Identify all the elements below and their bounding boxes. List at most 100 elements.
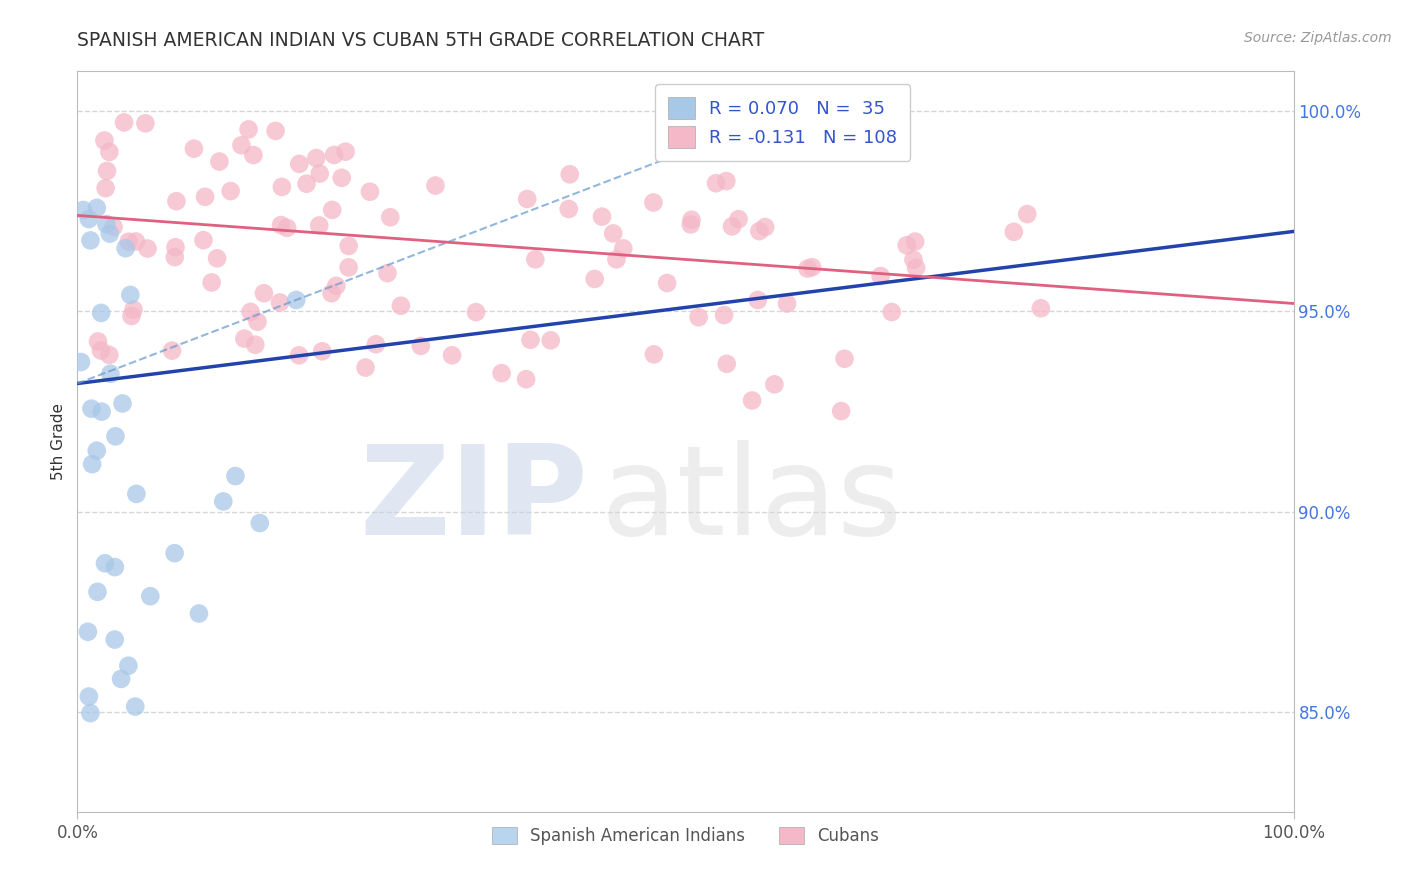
Point: [491, 366, 513, 380]
Point: [253, 286, 276, 301]
Point: [311, 344, 333, 359]
Point: [295, 177, 318, 191]
Point: [90, 343, 112, 358]
Point: [688, 310, 710, 325]
Point: [321, 286, 343, 301]
Point: [112, 115, 135, 129]
Point: [796, 261, 818, 276]
Point: [583, 272, 606, 286]
Point: [1017, 207, 1039, 221]
Point: [754, 220, 776, 235]
Point: [643, 195, 665, 210]
Point: [612, 242, 634, 256]
Point: [524, 252, 547, 267]
Point: [896, 238, 918, 252]
Point: [716, 174, 738, 188]
Point: [77, 690, 100, 704]
Point: [441, 348, 464, 362]
Point: [904, 235, 927, 249]
Point: [205, 252, 228, 266]
Point: [87, 334, 110, 349]
Point: [98, 227, 121, 241]
Point: [246, 315, 269, 329]
Point: [308, 167, 330, 181]
Point: [270, 218, 292, 232]
Point: [249, 516, 271, 530]
Point: [834, 351, 856, 366]
Point: [77, 624, 100, 639]
Point: [79, 234, 101, 248]
Point: [516, 192, 538, 206]
Point: [1002, 225, 1025, 239]
Point: [605, 252, 627, 267]
Text: Source: ZipAtlas.com: Source: ZipAtlas.com: [1244, 31, 1392, 45]
Point: [540, 334, 562, 348]
Point: [321, 202, 343, 217]
Point: [242, 148, 264, 162]
Point: [643, 347, 665, 361]
Point: [364, 337, 387, 351]
Point: [903, 252, 925, 267]
Point: [354, 360, 377, 375]
Point: [655, 276, 678, 290]
Point: [219, 184, 242, 198]
Point: [111, 396, 134, 410]
Text: atlas: atlas: [600, 441, 903, 561]
Point: [681, 212, 703, 227]
Point: [704, 176, 727, 190]
Text: ZIP: ZIP: [360, 441, 588, 561]
Point: [747, 293, 769, 307]
Point: [335, 145, 357, 159]
Point: [905, 260, 928, 275]
Point: [238, 122, 260, 136]
Point: [100, 367, 122, 381]
Point: [77, 212, 100, 227]
Point: [124, 699, 146, 714]
Text: SPANISH AMERICAN INDIAN VS CUBAN 5TH GRADE CORRELATION CHART: SPANISH AMERICAN INDIAN VS CUBAN 5TH GRA…: [77, 31, 765, 50]
Point: [96, 164, 118, 178]
Point: [160, 343, 183, 358]
Point: [165, 240, 187, 254]
Point: [163, 250, 186, 264]
Point: [869, 269, 891, 284]
Point: [104, 429, 127, 443]
Point: [80, 401, 103, 416]
Point: [721, 219, 744, 234]
Point: [741, 393, 763, 408]
Point: [103, 219, 125, 234]
Y-axis label: 5th Grade: 5th Grade: [51, 403, 66, 480]
Point: [602, 227, 624, 241]
Legend: Spanish American Indians, Cubans: Spanish American Indians, Cubans: [485, 820, 886, 852]
Point: [558, 167, 581, 181]
Point: [117, 235, 139, 249]
Point: [194, 190, 217, 204]
Point: [201, 276, 224, 290]
Point: [285, 293, 308, 307]
Point: [79, 706, 101, 720]
Point: [188, 607, 211, 621]
Point: [134, 116, 156, 130]
Point: [465, 305, 488, 319]
Point: [359, 185, 381, 199]
Point: [264, 124, 287, 138]
Point: [122, 302, 145, 317]
Point: [716, 357, 738, 371]
Point: [276, 220, 298, 235]
Point: [86, 585, 108, 599]
Point: [163, 546, 186, 560]
Point: [86, 201, 108, 215]
Point: [231, 138, 253, 153]
Point: [763, 377, 786, 392]
Point: [212, 494, 235, 508]
Point: [880, 305, 903, 319]
Point: [239, 305, 262, 319]
Point: [82, 457, 104, 471]
Point: [120, 288, 142, 302]
Point: [558, 202, 581, 216]
Point: [515, 372, 537, 386]
Point: [288, 157, 311, 171]
Point: [233, 332, 256, 346]
Point: [1029, 301, 1052, 316]
Point: [325, 278, 347, 293]
Point: [776, 296, 799, 310]
